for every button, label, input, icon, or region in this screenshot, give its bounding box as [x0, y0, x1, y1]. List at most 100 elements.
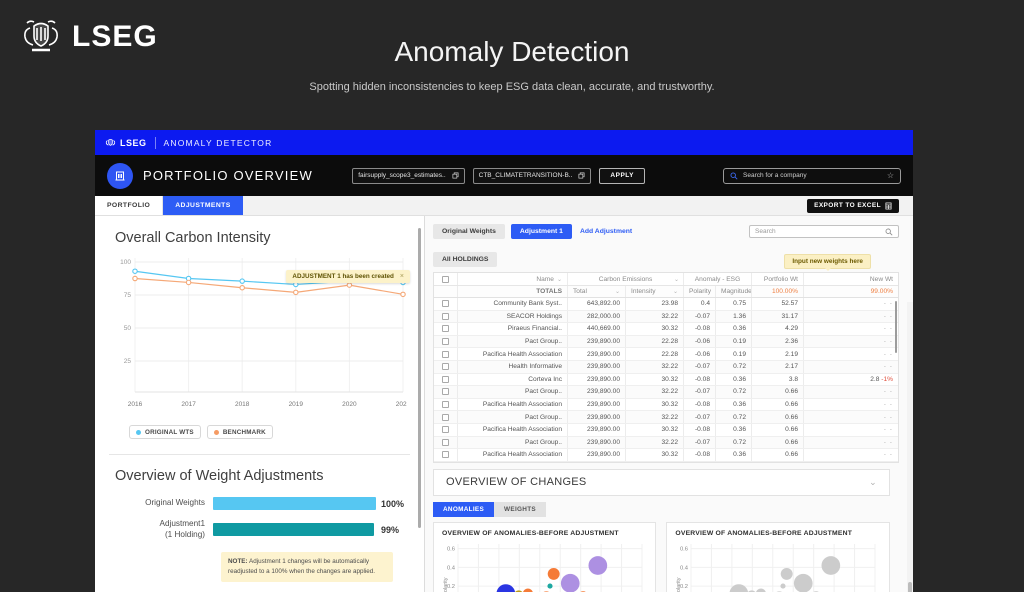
table-row[interactable]: Community Bank Syst.. 643,892.00 23.98 0.4 0…: [434, 298, 898, 311]
col-header-portfolio-wt[interactable]: Portfolio Wt: [752, 273, 804, 285]
overview-of-changes-header[interactable]: OVERVIEW OF CHANGES ⌄: [433, 468, 890, 496]
cell-new-wt[interactable]: - -: [883, 300, 893, 308]
cell-new-wt[interactable]: - -: [883, 388, 893, 396]
table-row[interactable]: Pact Group.. 239,890.00 32.22 -0.07 0.72 0.66…: [434, 386, 898, 399]
table-row[interactable]: Pact Group.. 239,890.00 32.22 -0.07 0.72 0.66…: [434, 436, 898, 450]
row-checkbox[interactable]: [442, 388, 449, 396]
company-search[interactable]: ☆: [723, 167, 901, 184]
all-holdings-button[interactable]: All HOLDINGS: [433, 252, 498, 267]
toast-close-icon[interactable]: ×: [399, 273, 404, 280]
cell-new-wt[interactable]: - -: [883, 451, 893, 459]
export-to-excel-button[interactable]: EXPORT TO EXCEL: [807, 198, 899, 213]
chevron-down-icon[interactable]: ⌄: [869, 476, 877, 487]
window-scrollbar-thumb[interactable]: [908, 582, 912, 592]
tab-bar: PORTFOLIO ADJUSTMENTS EXPORT TO EXCEL: [95, 196, 913, 216]
cell-new-wt[interactable]: - -: [883, 438, 893, 446]
table-row[interactable]: Pacifica Health Association 239,890.00 30.…: [434, 398, 898, 412]
col-header-name[interactable]: Name ⌄: [458, 273, 568, 285]
holdings-table: Name ⌄ Carbon Emissions ⌄ Anomaly - ESG Po…: [433, 272, 899, 463]
legend-item[interactable]: ORIGINAL WTS: [129, 425, 201, 439]
table-row[interactable]: Pacifica Health Association 239,890.00 30.…: [434, 449, 898, 462]
cell-portfolio-wt: 52.57: [752, 298, 804, 310]
cell-portfolio-wt: 2.36: [752, 335, 804, 348]
cell-intensity: 30.32: [626, 449, 684, 461]
cell-new-wt[interactable]: - -: [883, 363, 893, 371]
row-checkbox[interactable]: [442, 325, 449, 333]
cell-new-wt[interactable]: - -: [883, 312, 893, 320]
row-checkbox[interactable]: [442, 401, 449, 409]
tab-anomalies[interactable]: ANOMALIES: [433, 501, 495, 517]
cell-total: 440,669.00: [568, 323, 626, 335]
cell-new-wt[interactable]: - -: [883, 426, 893, 434]
row-checkbox[interactable]: [442, 426, 449, 434]
app-window: LSEG ANOMALY DETECTOR PORTFOLIO OVERVIEW…: [95, 130, 913, 592]
row-checkbox[interactable]: [442, 300, 449, 308]
cell-polarity: 0.4: [684, 298, 716, 310]
dataset-select[interactable]: fairsupply_scope3_estimates..: [352, 167, 465, 184]
table-search[interactable]: [749, 225, 899, 238]
cell-new-wt[interactable]: - -: [883, 338, 893, 346]
table-row[interactable]: Pacifica Health Association 239,890.00 22.…: [434, 348, 898, 361]
cell-intensity: 32.22: [626, 411, 684, 423]
cell-magnitude: 0.36: [716, 449, 752, 461]
row-checkbox[interactable]: [442, 438, 449, 446]
row-checkbox[interactable]: [442, 363, 449, 371]
cell-new-wt[interactable]: - -: [883, 413, 893, 421]
chevron-down-icon: ⌄: [614, 289, 620, 295]
cell-new-wt[interactable]: - -: [883, 401, 893, 409]
row-checkbox[interactable]: [442, 350, 449, 358]
cell-polarity: -0.08: [684, 323, 716, 335]
svg-text:25: 25: [124, 358, 132, 365]
cell-polarity: -0.08: [684, 373, 716, 386]
row-checkbox[interactable]: [442, 338, 449, 346]
svg-text:50: 50: [124, 325, 132, 332]
cell-new-wt[interactable]: - -: [883, 325, 893, 333]
cell-polarity: -0.07: [684, 360, 716, 373]
benchmark-select[interactable]: CTB_CLIMATETRANSITION-B..: [472, 167, 592, 184]
left-panel-scrollbar[interactable]: [418, 228, 421, 528]
cell-total: 239,890.00: [568, 386, 626, 398]
legend-label: BENCHMARK: [222, 428, 266, 436]
table-scrollbar[interactable]: [894, 301, 897, 353]
table-row[interactable]: Pacifica Health Association 239,890.00 30.…: [434, 423, 898, 437]
row-checkbox[interactable]: [442, 451, 449, 459]
table-row[interactable]: Corteva Inc 239,890.00 30.32 -0.08 0.36 3.8 2.…: [434, 373, 898, 387]
cell-portfolio-wt: 0.66: [752, 411, 804, 423]
tab-weights[interactable]: WEIGHTS: [494, 501, 546, 517]
cell-new-wt[interactable]: 2.8 -1%: [870, 375, 893, 383]
weight-bar-label: Adjustment1 (1 Holding): [159, 519, 205, 539]
cell-total: 239,890.00: [568, 449, 626, 461]
select-all-checkbox[interactable]: [442, 275, 449, 283]
cell-portfolio-wt: 2.17: [752, 360, 804, 373]
row-checkbox[interactable]: [442, 413, 449, 421]
add-adjustment-button[interactable]: Add Adjustment: [579, 228, 633, 235]
cell-polarity: -0.07: [684, 310, 716, 323]
cell-polarity: -0.07: [684, 436, 716, 449]
legend-item[interactable]: BENCHMARK: [206, 425, 273, 439]
table-row[interactable]: SEACOR Holdings 282,000.00 32.22 -0.07 1.36 3…: [434, 310, 898, 324]
row-checkbox[interactable]: [442, 312, 449, 320]
window-scrollbar-track[interactable]: [907, 302, 913, 592]
adjustment-toast: ADJUSTMENT 1 has been created ×: [286, 270, 410, 283]
tab-portfolio[interactable]: PORTFOLIO: [95, 196, 164, 215]
cell-new-wt[interactable]: - -: [883, 350, 893, 358]
row-checkbox[interactable]: [442, 375, 449, 383]
company-search-input[interactable]: [743, 172, 882, 179]
sub-header-intensity[interactable]: Intensity ⌄: [626, 286, 684, 297]
cell-portfolio-wt: 0.66: [752, 423, 804, 436]
adjustment-1-button[interactable]: Adjustment 1: [510, 224, 572, 239]
weights-title: Overview of Weight Adjustments: [115, 468, 324, 484]
star-icon[interactable]: ☆: [886, 171, 894, 180]
sub-header-total[interactable]: Total ⌄: [568, 286, 626, 297]
table-row[interactable]: Health Informative 239,890.00 32.22 -0.07 0.…: [434, 360, 898, 374]
col-header-carbon-emissions[interactable]: Carbon Emissions ⌄: [568, 273, 684, 285]
carbon-intensity-chart: 25 50 75 100 2016 2017 2018 2019 2020 2021 ADJUST…: [115, 252, 411, 423]
cell-intensity: 32.22: [626, 360, 684, 373]
table-row[interactable]: Pact Group.. 239,890.00 22.28 -0.06 0.19 2.36…: [434, 335, 898, 349]
original-weights-button[interactable]: Original Weights: [433, 224, 505, 239]
tab-adjustments[interactable]: ADJUSTMENTS: [163, 196, 243, 215]
table-search-input[interactable]: [755, 228, 885, 235]
table-row[interactable]: Pact Group.. 239,890.00 32.22 -0.07 0.72 0.66…: [434, 411, 898, 424]
table-row[interactable]: Piraeus Financial.. 440,669.00 30.32 -0.08 0…: [434, 323, 898, 336]
apply-button[interactable]: APPLY: [599, 167, 645, 184]
